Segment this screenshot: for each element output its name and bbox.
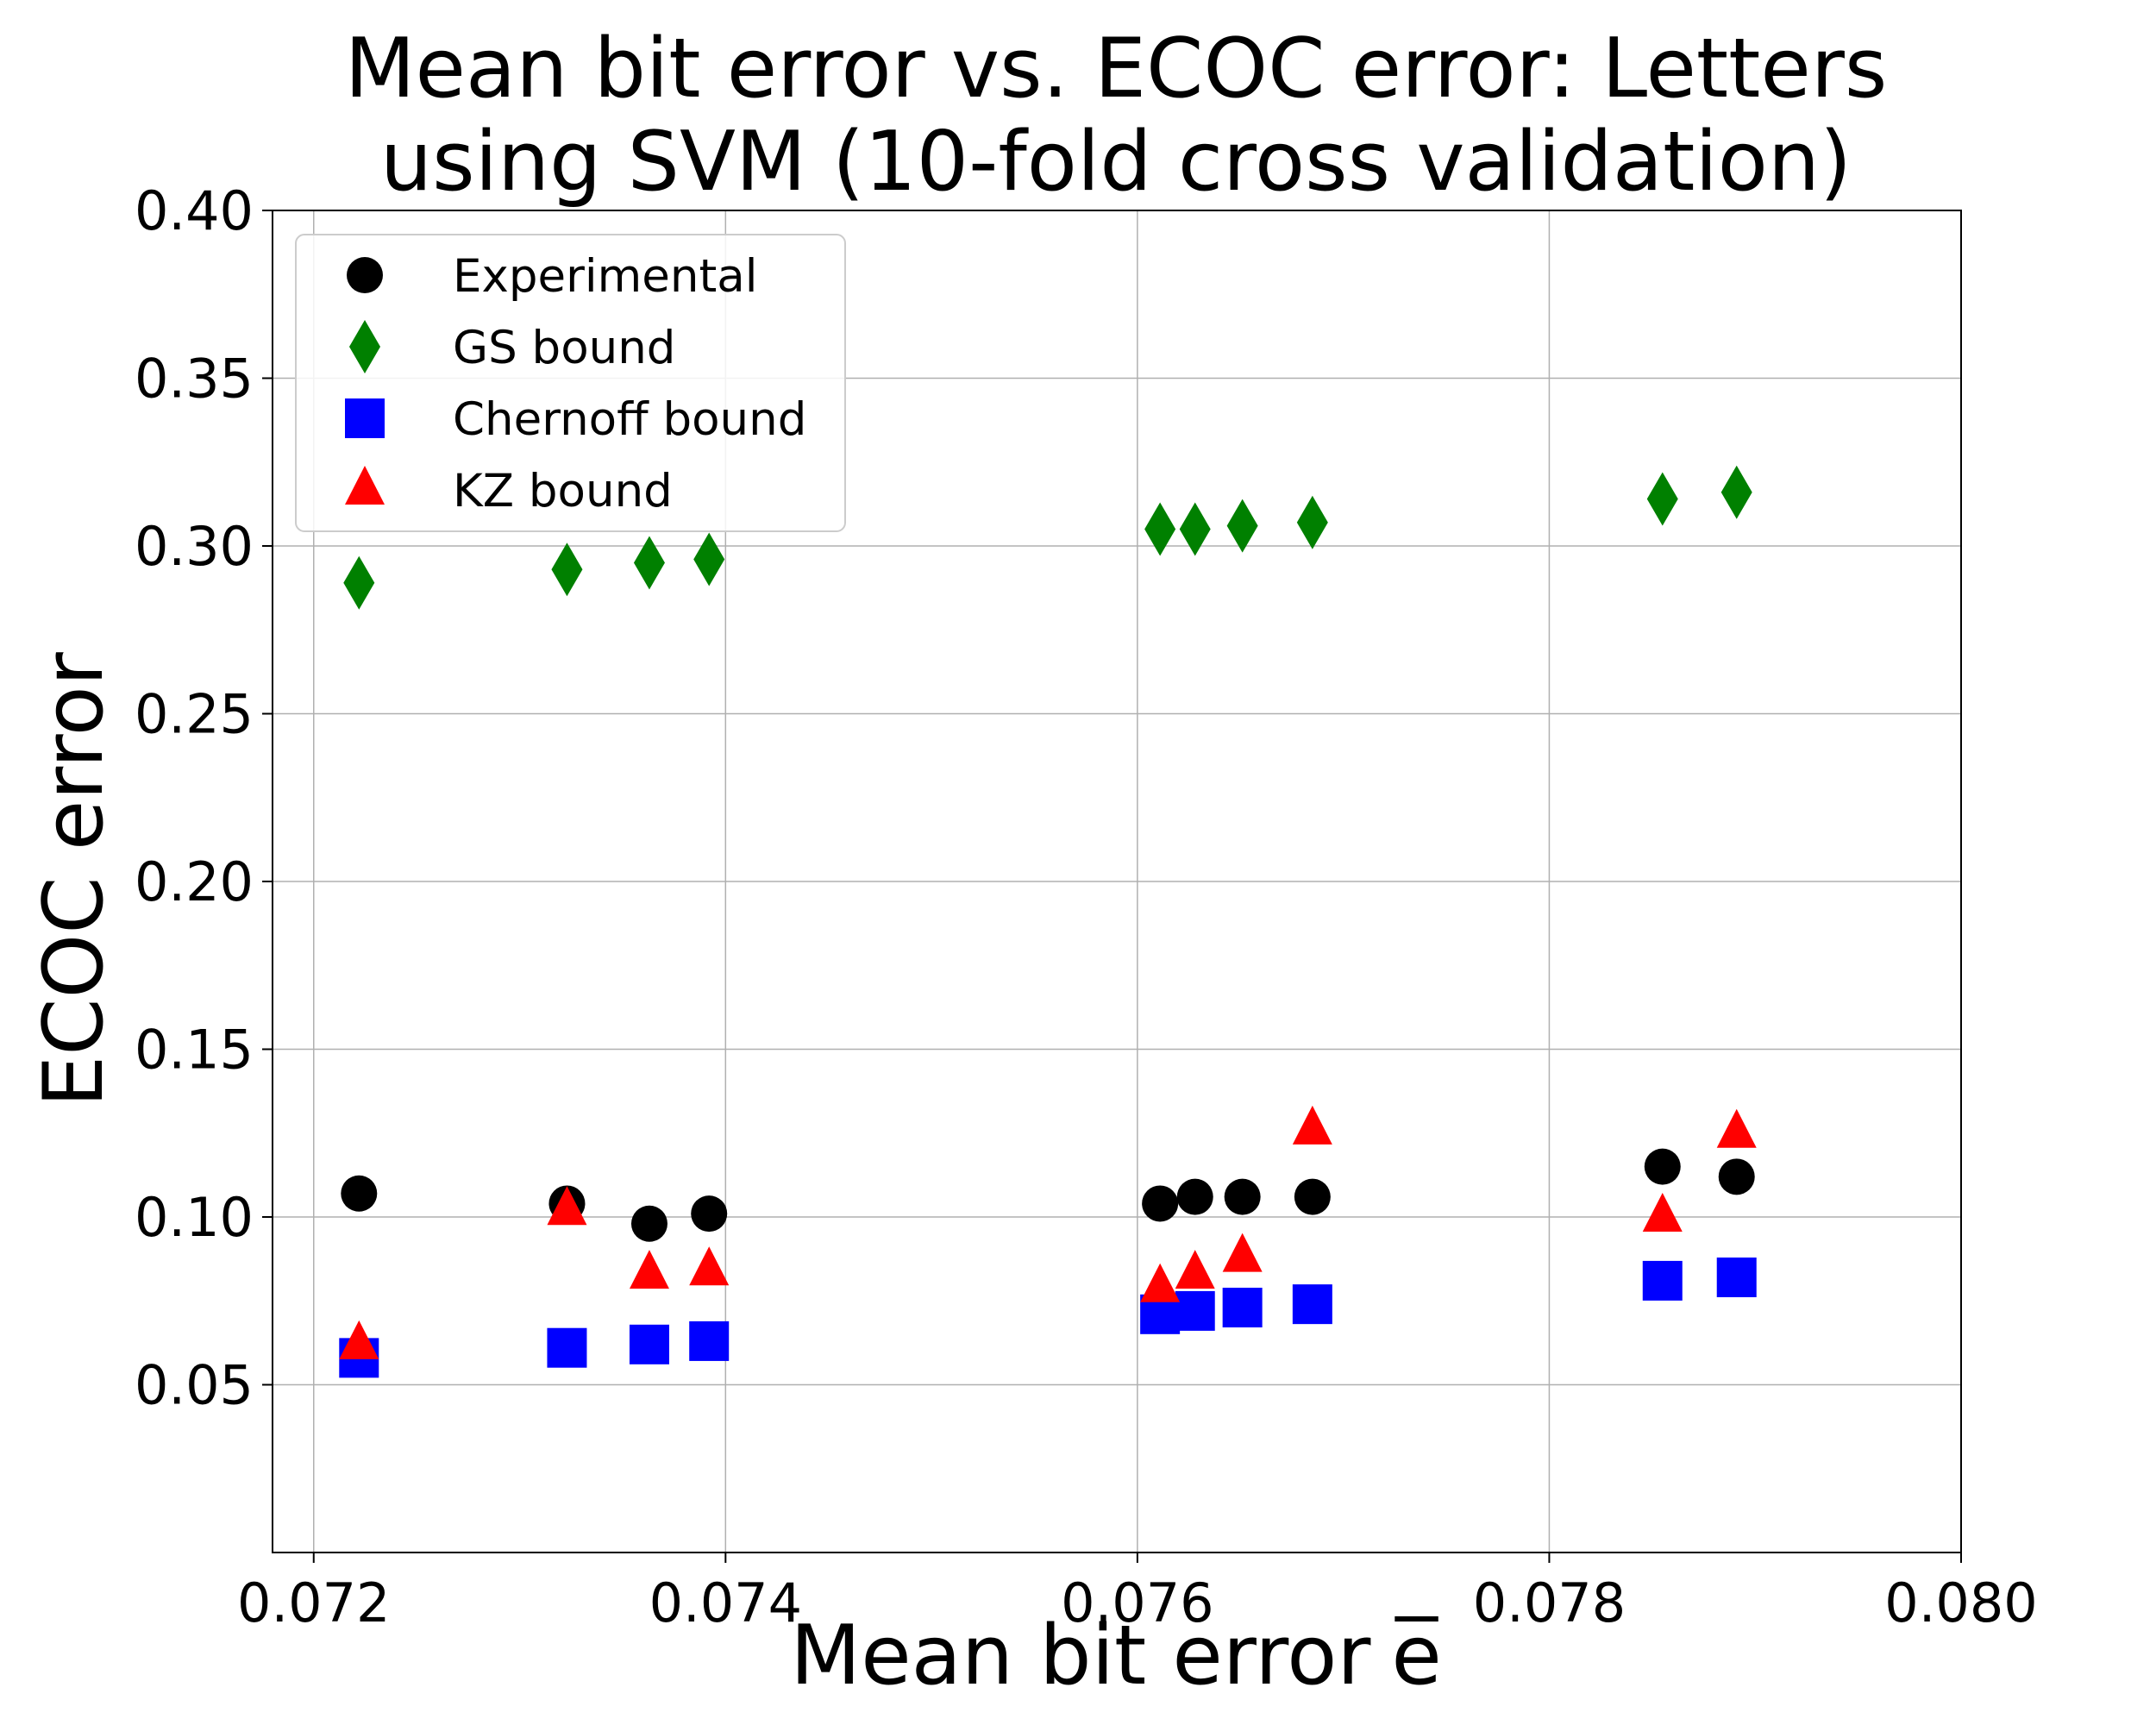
diamond-point [551,543,583,597]
legend-box [295,234,846,532]
triangle-point [547,1186,587,1226]
series-kz-bound [339,1105,1757,1359]
y-tick-label: 0.15 [135,1019,254,1082]
x-tick-label: 0.072 [237,1571,391,1634]
triangle-point [1292,1105,1332,1145]
square-point [1222,1288,1263,1328]
circle-point [1142,1185,1179,1222]
chart-title-line-1: Mean bit error vs. ECOC error: Letters [345,22,1888,116]
triangle-point [1642,1193,1683,1232]
circle-point [1224,1178,1261,1215]
triangle-point [339,1320,379,1359]
legend: Experimental GS bound Chernoff bound KZ bou… [295,234,846,532]
diamond-point [633,536,665,590]
circle-point [1718,1158,1755,1195]
axis-ticks: 0.072 0.074 0.076 0.078 0.080 0.05 0.10 0.15 0.2… [135,179,2038,1634]
diamond-point [1226,499,1258,553]
diamond-point [1720,465,1752,519]
legend-item: KZ bound [345,465,673,518]
legend-label: Experimental [453,250,757,303]
legend-label: GS bound [453,322,675,374]
square-point [1175,1290,1215,1331]
circle-point [1294,1178,1331,1215]
x-tick-label: 0.074 [649,1571,803,1634]
x-axis-symbol: e [1391,1609,1441,1703]
y-tick-label: 0.10 [135,1186,254,1249]
y-tick-label: 0.20 [135,850,254,913]
x-tick-label: 0.080 [1884,1571,2038,1634]
y-axis-label: ECOC error [27,651,122,1107]
circle-point [1644,1148,1681,1185]
legend-item: Experimental [347,250,757,303]
chart-title-line-2: using SVM (10-fold cross validation) [380,115,1852,210]
diamond-point [1179,502,1211,556]
square-point [1292,1284,1332,1325]
diamond-point [693,532,725,586]
triangle-point [629,1250,669,1289]
diamond-point [1296,495,1328,549]
square-point [629,1324,669,1364]
circle-point [630,1205,667,1242]
y-tick-label: 0.30 [135,515,254,578]
y-tick-label: 0.05 [135,1354,254,1417]
series-chernoff-bound [339,1258,1757,1378]
x-tick-label: 0.078 [1473,1571,1626,1634]
circle-point [1176,1178,1213,1215]
legend-item: Chernoff bound [345,393,806,446]
series-gs-bound [343,465,1752,610]
diamond-point [1144,502,1176,556]
series-experimental [341,1148,1755,1242]
legend-square-marker [345,398,385,438]
triangle-point [689,1246,730,1286]
y-tick-label: 0.40 [135,179,254,242]
x-axis-label: Mean bit error e [790,1609,1442,1703]
circle-point [341,1175,378,1212]
data-points [339,465,1757,1378]
square-point [689,1320,730,1361]
diamond-point [343,555,375,610]
legend-triangle-marker [345,466,385,505]
triangle-point [1140,1263,1181,1302]
y-tick-label: 0.25 [135,683,254,746]
triangle-point [1222,1233,1263,1272]
square-point [1716,1258,1757,1298]
triangle-point [1175,1250,1215,1289]
legend-label: Chernoff bound [453,393,806,446]
legend-circle-marker [347,257,383,293]
x-tick-label: 0.076 [1061,1571,1214,1634]
diamond-point [1646,472,1678,526]
y-tick-label: 0.35 [135,348,254,411]
square-point [1642,1260,1683,1301]
circle-point [691,1195,728,1233]
x-axis-label-text: Mean bit error [790,1609,1371,1703]
triangle-point [1716,1108,1757,1148]
legend-diamond-marker [349,320,380,373]
legend-item: GS bound [349,320,675,374]
square-point [547,1327,587,1368]
legend-label: KZ bound [453,465,673,518]
